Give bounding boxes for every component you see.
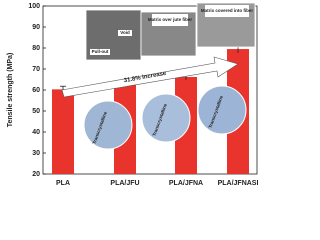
inset-label: Pull-out (92, 49, 109, 54)
inset-label: Matrix over jute fiber (148, 17, 193, 22)
label-box (90, 49, 110, 55)
y-tick-label: 80 (32, 45, 40, 52)
label-box (205, 5, 249, 17)
y-axis-label: Tensile strength (MPa) (7, 53, 14, 128)
y-tick-label: 30 (32, 150, 40, 157)
y-tick-label: 20 (32, 171, 40, 178)
x-tick-label: PLA/JFNASI (218, 180, 259, 187)
micrographs: Transcrystalline Transcrystalline Transc… (83, 85, 247, 150)
x-tick-label: PLA/JFNA (169, 180, 203, 187)
increase-arrow (61, 56, 239, 98)
inset-label: Matrix covered into fiber (201, 8, 254, 13)
micrograph (197, 85, 247, 135)
x-tick-label: PLA/JFU (110, 180, 139, 187)
sem-insets: Pull-out Void Matrix over jute fiber Mat… (85, 2, 256, 61)
y-tick-label: 90 (32, 24, 40, 31)
label-box (118, 30, 132, 36)
y-tick-label: 100 (28, 3, 40, 10)
y-tick-label: 70 (32, 66, 40, 73)
chart: Tensile strength (MPa) 31.8% Increase Pu… (7, 2, 259, 187)
inset-label: Void (120, 30, 130, 35)
page: Tensile strength (MPa) 31.8% Increase Pu… (6, 2, 259, 187)
label-box (152, 14, 188, 26)
y-tick-label: 60 (32, 87, 40, 94)
micrograph (141, 93, 191, 143)
micrograph (83, 100, 133, 150)
y-tick-label: 50 (32, 108, 40, 115)
x-tick-label: PLA (56, 180, 70, 187)
y-tick-label: 40 (32, 129, 40, 136)
bar (52, 89, 74, 174)
